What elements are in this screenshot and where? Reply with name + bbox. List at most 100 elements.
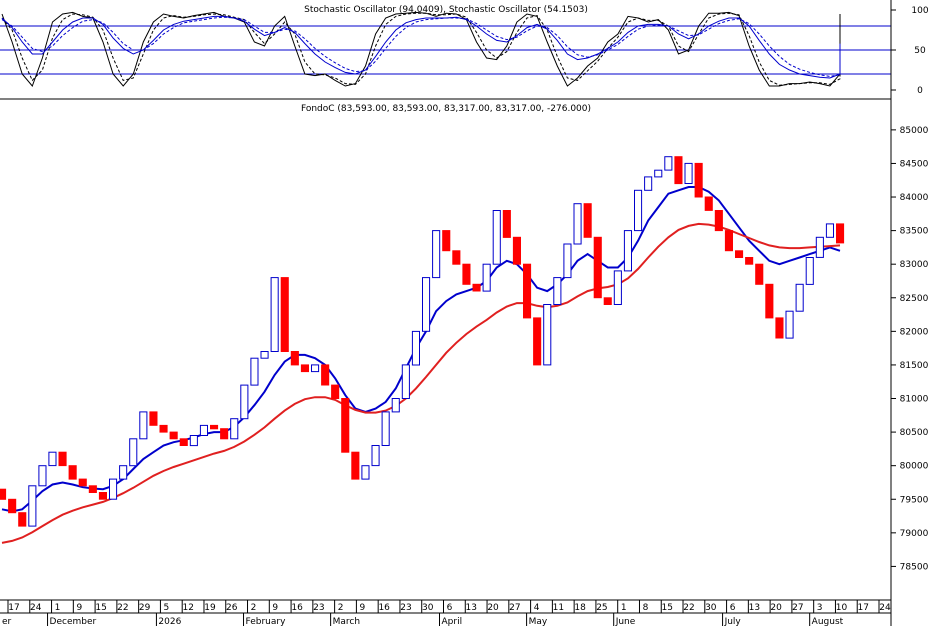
x-month-label: June [615, 617, 636, 626]
price-bar-down [149, 411, 158, 426]
price-bar-up [28, 485, 37, 527]
x-axis: 17 24 1 9 15 22 29 5 12 19 26 2 9 16 23 2 9 16 23 30 6 13 20 27… [2, 600, 891, 626]
price-y-axis: 78500 79000 79500 80000 80500 81000 81500 82000… [891, 126, 929, 572]
price-bar-up [432, 230, 441, 279]
price-bar-down [533, 317, 542, 366]
x-tick-label: 10 [836, 603, 848, 613]
price-bar-up [684, 162, 693, 184]
price-bar-down [88, 485, 97, 493]
price-bar-up [240, 384, 249, 420]
price-bar-up [613, 270, 622, 305]
x-tick-label: 22 [683, 603, 694, 613]
price-bar-down [68, 465, 77, 480]
x-tick-label: 30 [422, 603, 434, 613]
price-bar-down [603, 297, 612, 305]
x-tick-label: 23 [313, 603, 324, 613]
moving-average-0 [1, 186, 841, 513]
price-bar-up [563, 243, 572, 279]
price-bar-up [482, 263, 491, 292]
x-tick-label: 29 [139, 603, 151, 613]
x-tick-label: 5 [164, 603, 170, 613]
x-tick-label: 25 [596, 603, 607, 613]
x-tick-label: 11 [553, 603, 564, 613]
price-bar-down [775, 317, 784, 339]
x-month-label: August [812, 617, 844, 626]
price-bar-up [411, 330, 420, 366]
price-bar-down [351, 451, 360, 480]
price-bar-down [300, 364, 309, 373]
price-y-tick-label: 81000 [900, 395, 929, 405]
moving-average-1 [1, 222, 841, 544]
price-bar-down [472, 283, 481, 292]
price-bar-down [583, 203, 592, 238]
x-tick-label: 2 [251, 603, 257, 613]
x-month-label-partial: er [2, 617, 12, 626]
price-bar-up [391, 398, 400, 413]
price-bar-up [664, 156, 673, 171]
x-month-label: May [529, 617, 548, 626]
price-bar-up [422, 277, 431, 332]
x-tick-label: 2 [338, 603, 344, 613]
price-bar-up [270, 277, 279, 353]
price-y-tick-label: 85000 [900, 126, 929, 136]
price-bar-up [139, 411, 148, 440]
x-tick-label: 16 [378, 603, 390, 613]
price-bar-down [523, 263, 532, 319]
price-bar-down [745, 257, 754, 265]
price-bar-down [280, 277, 289, 353]
x-month-label: July [724, 617, 742, 626]
price-bar-up [815, 236, 824, 258]
price-bar-down [836, 223, 845, 244]
x-tick-label: 16 [291, 603, 303, 613]
price-bar-up [230, 418, 239, 440]
price-bar-up [553, 277, 562, 306]
price-bar-down [462, 263, 471, 285]
price-bar-down [169, 431, 178, 440]
price-bar-down [78, 478, 87, 487]
price-bar-down [0, 488, 7, 500]
price-y-tick-label: 80500 [900, 428, 929, 438]
price-bar-down [58, 451, 67, 467]
price-bar-up [129, 438, 138, 467]
price-bar-up [805, 257, 814, 285]
x-tick-label: 24 [30, 603, 42, 613]
price-bars [0, 156, 845, 527]
price-bar-up [38, 465, 47, 487]
price-y-tick-label: 82000 [900, 327, 929, 337]
price-bar-down [512, 236, 522, 265]
x-tick-label: 15 [95, 603, 106, 613]
x-tick-label: 12 [182, 603, 193, 613]
moving-average-lines [1, 186, 841, 544]
x-tick-label: 15 [662, 603, 673, 613]
stochastic-series-3 [1, 16, 841, 77]
price-bar-down [442, 230, 451, 252]
x-tick-label: 17 [8, 603, 19, 613]
price-y-tick-label: 83000 [900, 260, 929, 270]
price-bar-down [452, 250, 461, 265]
x-tick-label: 18 [574, 603, 586, 613]
x-tick-label: 26 [226, 603, 238, 613]
x-tick-label: 22 [117, 603, 128, 613]
price-bar-up [623, 230, 633, 272]
price-bar-up [119, 465, 128, 480]
price-bar-down [290, 351, 299, 366]
price-bar-up [492, 210, 501, 265]
price-bar-up [654, 169, 663, 178]
x-tick-label: 24 [879, 603, 891, 613]
price-bar-up [109, 478, 118, 500]
price-bar-down [220, 428, 229, 440]
stoch-y-tick-label: 100 [911, 6, 928, 16]
price-bar-up [250, 357, 259, 386]
price-y-tick-label: 83500 [900, 227, 929, 237]
price-y-tick-label: 78500 [900, 562, 929, 572]
price-bar-down [210, 424, 219, 430]
price-bar-up [543, 304, 552, 366]
price-bar-down [159, 424, 168, 433]
x-tick-label: 9 [76, 603, 82, 613]
x-tick-label: 27 [792, 603, 803, 613]
stochastic-panel: Stochastic Oscillator (94.0409), Stochas… [0, 5, 929, 96]
price-bar-up [361, 465, 370, 480]
price-bar-down [179, 438, 188, 446]
x-tick-label: 23 [400, 603, 411, 613]
x-tick-label: 1 [621, 603, 627, 613]
